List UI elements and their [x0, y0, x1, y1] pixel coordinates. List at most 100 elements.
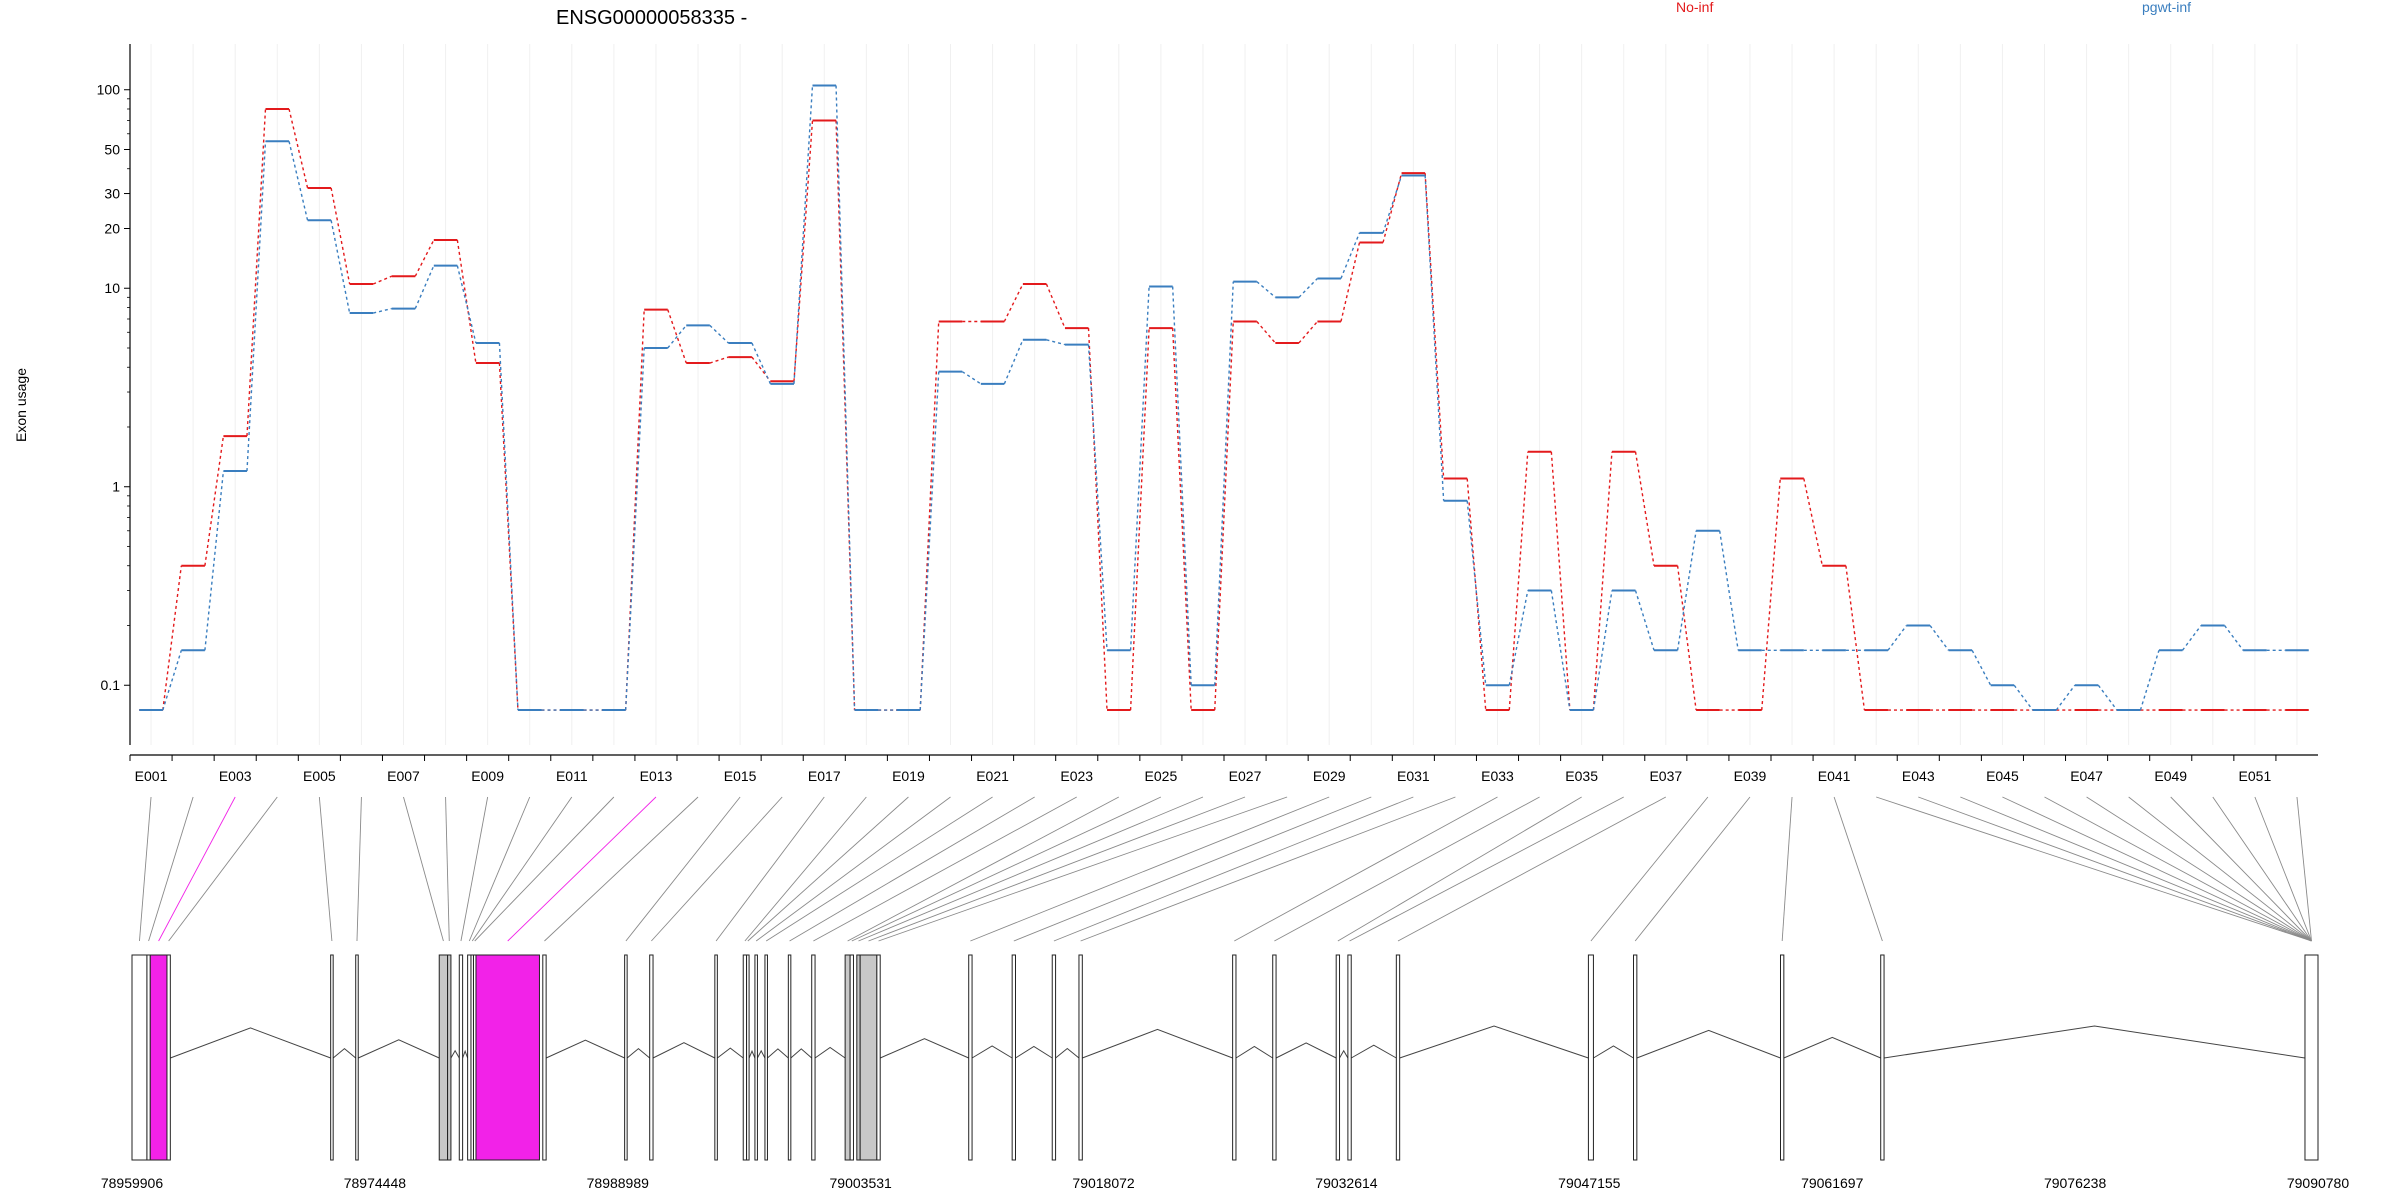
- series-pgwt-inf-segment: [961, 371, 982, 385]
- intron-line: [358, 1039, 440, 1059]
- exon-box-13: [475, 954, 540, 1161]
- series-pgwt-inf-segment: [2224, 625, 2244, 651]
- connector-e040: [1781, 796, 1793, 942]
- connector-e028: [878, 796, 1288, 942]
- exon-box-7: [438, 954, 449, 1161]
- series-no-inf-segment: [330, 187, 351, 285]
- connector-e050: [2212, 796, 2312, 942]
- series-no-inf-segment: [1256, 321, 1276, 344]
- connector-e043: [1918, 796, 2312, 942]
- series-pgwt-inf-segment: [1171, 286, 1192, 686]
- exon-box-14: [542, 954, 547, 1161]
- connector-e001: [139, 796, 152, 942]
- series-pgwt-inf-segment: [1340, 232, 1361, 279]
- series-pgwt-inf-segment: [2055, 684, 2076, 711]
- grid-layer: [150, 44, 2298, 745]
- connector-e020: [755, 796, 951, 942]
- exon-box-28: [876, 954, 881, 1161]
- series-pgwt-inf-segment: [793, 85, 814, 384]
- series-pgwt-inf-segment: [1929, 625, 1950, 651]
- exon-box-29: [968, 954, 973, 1161]
- exon-box-21: [764, 954, 768, 1161]
- connector-e004: [168, 796, 278, 942]
- intron-line: [767, 1048, 789, 1059]
- connector-e005: [318, 796, 333, 942]
- series-no-inf-segment: [372, 275, 392, 285]
- intron-line: [1883, 1025, 2306, 1059]
- series-pgwt-inf-segment: [1003, 339, 1024, 385]
- series-pgwt-inf-segment: [2139, 650, 2160, 711]
- intron-line: [1055, 1047, 1080, 1059]
- exon-track: 78959906 78974448 78988989 79003531 79018072…: [101, 954, 2349, 1191]
- x-tick-label-e021: E021: [976, 768, 1009, 784]
- connector-e051: [2254, 796, 2312, 942]
- genomic-tick-label-79003531: 79003531: [830, 1175, 893, 1191]
- series-no-inf-segment: [1340, 242, 1361, 322]
- x-tick-label-e031: E031: [1397, 768, 1430, 784]
- y-tick-label-50: 50: [104, 141, 120, 157]
- exon-box-15: [624, 954, 628, 1161]
- series-no-inf-segment: [1171, 328, 1192, 711]
- connector-e030: [1013, 796, 1372, 942]
- series-pgwt-inf-segment: [204, 470, 225, 651]
- exon-box-8: [447, 954, 452, 1161]
- x-tick-label-e035: E035: [1565, 768, 1598, 784]
- connector-e023: [813, 796, 1077, 942]
- series-pgwt-inf-segment: [835, 85, 856, 711]
- x-tick-label-e003: E003: [219, 768, 252, 784]
- connector-e026: [858, 796, 1204, 942]
- exon-box-30: [1011, 954, 1016, 1161]
- intron-line: [170, 1027, 331, 1059]
- series-pgwt-inf-segment: [1129, 286, 1150, 651]
- y-tick-label-30: 30: [104, 186, 120, 202]
- exon-box-32: [1078, 954, 1083, 1161]
- series-pgwt-inf-segment: [2181, 625, 2202, 651]
- series-pgwt-inf-segment: [456, 265, 477, 344]
- exon-box-25: [849, 954, 854, 1161]
- series-no-inf-segment: [1592, 451, 1613, 711]
- connector-e035: [1337, 796, 1582, 942]
- connector-e024: [847, 796, 1120, 942]
- connector-e047: [2086, 796, 2312, 942]
- series-no-inf-segment: [1761, 478, 1781, 711]
- x-tick-label-e019: E019: [892, 768, 925, 784]
- intron-line: [717, 1047, 744, 1059]
- series-no-inf-segment: [1676, 565, 1697, 711]
- series-no-inf-segment: [1087, 328, 1108, 711]
- series-pgwt-inf-segment: [667, 324, 687, 349]
- series-no-inf-segment: [498, 362, 519, 711]
- connector-e022: [789, 796, 1035, 942]
- intron-line: [450, 1049, 460, 1059]
- x-tick-label-e051: E051: [2239, 768, 2272, 784]
- exon-box-38: [1587, 954, 1594, 1161]
- series-no-inf: [139, 107, 2309, 712]
- connector-e048: [2128, 796, 2312, 942]
- intron-line: [1235, 1045, 1273, 1059]
- exon-box-23: [811, 954, 816, 1161]
- connector-e015: [625, 796, 741, 942]
- intron-line: [462, 1049, 469, 1059]
- series-no-inf-segment: [793, 120, 814, 382]
- series-no-inf-segment: [919, 321, 940, 711]
- series-pgwt-inf-segment: [373, 307, 392, 314]
- series-no-inf-segment: [1382, 172, 1403, 243]
- series-pgwt-inf-segment: [1424, 175, 1445, 501]
- x-tick-label-e027: E027: [1229, 768, 1262, 784]
- series-no-inf-segment: [1214, 321, 1234, 711]
- y-tick-label-100: 100: [97, 82, 121, 98]
- connector-e034: [1274, 796, 1540, 942]
- series-pgwt-inf-segment: [414, 265, 435, 309]
- series-no-inf-segment: [414, 239, 435, 277]
- series-layer: [139, 84, 2309, 712]
- series-pgwt-inf-segment: [2013, 684, 2034, 711]
- connector-e009: [460, 796, 489, 942]
- series-pgwt-inf-segment: [919, 371, 940, 711]
- connector-e045: [2002, 796, 2312, 942]
- x-tick-label-e011: E011: [556, 768, 588, 784]
- connector-e012: [474, 796, 615, 942]
- series-no-inf-segment: [1129, 328, 1150, 711]
- exon-box-22: [787, 954, 792, 1161]
- exon-box-1: [131, 954, 148, 1161]
- exon-box-36: [1347, 954, 1352, 1161]
